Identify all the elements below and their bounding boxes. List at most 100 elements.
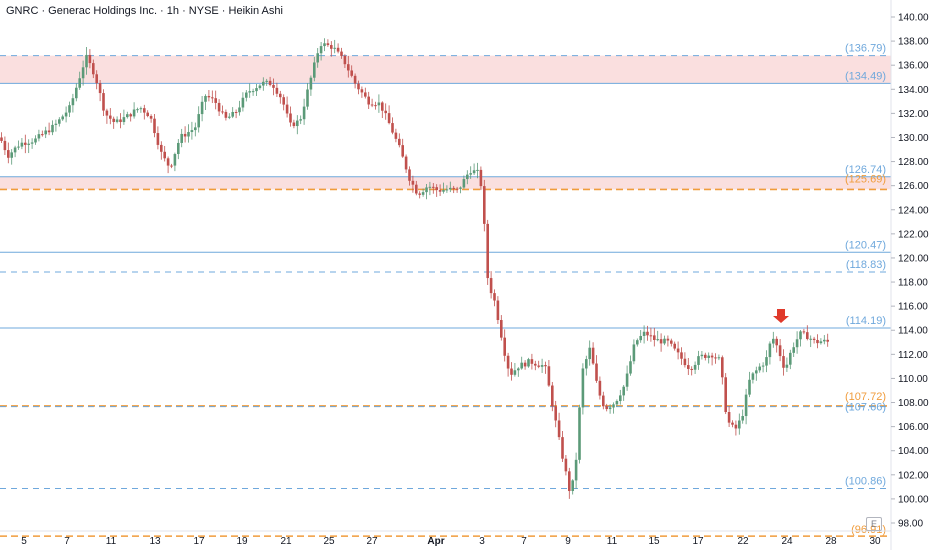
candle-body-155 — [527, 359, 530, 367]
candle-body-163 — [554, 406, 557, 421]
candle-body-204 — [693, 364, 697, 370]
candle-body-84 — [285, 104, 289, 114]
candle-body-239 — [812, 338, 816, 340]
candle-body-12 — [41, 134, 44, 136]
candle-body-226 — [768, 343, 772, 358]
candle-body-10 — [34, 138, 37, 143]
y-tick-label-2: 102.00 — [898, 470, 929, 481]
y-tick-label-0: 98.00 — [898, 519, 923, 530]
candle-body-191 — [649, 335, 653, 337]
x-tick-label-2: 11 — [106, 536, 117, 547]
candle-body-134 — [455, 188, 459, 190]
candle-body-55 — [187, 132, 190, 137]
candle-body-3 — [10, 152, 13, 158]
annotation-layer — [773, 309, 789, 324]
candle-body-11 — [37, 134, 41, 139]
x-tick-label-9: Apr — [427, 536, 444, 547]
candle-body-90 — [306, 89, 309, 107]
candle-body-34 — [115, 119, 119, 122]
candle-body-168 — [571, 480, 574, 492]
candle-body-42 — [143, 108, 146, 113]
candle-body-87 — [296, 120, 299, 127]
candle-body-1 — [3, 140, 7, 151]
candle-body-186 — [632, 344, 636, 362]
y-tick-label-11: 120.00 — [898, 253, 929, 264]
candle-body-195 — [663, 338, 666, 344]
candle-body-106 — [360, 89, 364, 93]
candle-body-207 — [704, 354, 707, 358]
candle-body-43 — [146, 112, 149, 117]
candle-body-0 — [0, 137, 3, 141]
level-label-2: (126.74) — [845, 164, 886, 176]
candle-body-136 — [462, 179, 466, 188]
candle-body-201 — [683, 358, 687, 366]
candle-body-31 — [105, 110, 109, 116]
candle-body-231 — [785, 364, 789, 368]
x-tick-label-4: 17 — [193, 536, 205, 547]
x-tick-label-7: 25 — [323, 536, 335, 547]
candle-body-13 — [44, 130, 47, 135]
candle-body-135 — [459, 187, 462, 189]
candle-body-234 — [795, 339, 799, 348]
candle-body-161 — [547, 366, 551, 386]
candle-body-58 — [197, 114, 200, 128]
candle-body-241 — [819, 341, 823, 344]
candle-body-197 — [670, 340, 673, 344]
candle-body-19 — [64, 112, 68, 117]
candle-body-5 — [17, 146, 20, 148]
candle-body-165 — [561, 437, 564, 459]
candle-body-114 — [387, 113, 391, 124]
candle-body-24 — [81, 67, 85, 79]
candle-body-49 — [166, 158, 170, 166]
candle-body-198 — [673, 343, 676, 349]
candle-body-233 — [792, 347, 795, 353]
x-tick-label-1: 7 — [64, 536, 70, 547]
candle-body-65 — [221, 111, 224, 113]
candle-body-159 — [540, 365, 544, 367]
candle-body-21 — [71, 98, 75, 106]
candle-body-29 — [98, 83, 102, 94]
candle-body-232 — [789, 352, 792, 365]
candle-body-162 — [551, 385, 554, 407]
candle-body-121 — [411, 180, 415, 185]
candle-body-18 — [61, 116, 64, 120]
candle-body-236 — [802, 331, 806, 333]
candle-body-143 — [486, 223, 489, 279]
candle-body-72 — [245, 92, 248, 98]
candle-body-71 — [241, 97, 245, 108]
candle-body-33 — [112, 118, 115, 122]
candle-body-170 — [578, 407, 581, 460]
candle-body-208 — [707, 355, 710, 358]
candle-body-190 — [646, 331, 649, 336]
candle-body-116 — [394, 132, 398, 139]
candle-body-17 — [58, 119, 61, 124]
candle-body-96 — [326, 43, 330, 46]
candle-body-144 — [489, 278, 493, 294]
candle-body-110 — [374, 105, 377, 107]
candle-body-48 — [163, 151, 166, 159]
candle-body-83 — [282, 97, 285, 105]
time-axis[interactable]: 5 7 11 13 17 19 21 25 27 Apr 3 7 9 11 15 17 22 24 28 30 — [21, 536, 881, 547]
price-axis[interactable]: 98.00 100.00 102.00 104.00 106.00 108.00 110.0… — [891, 13, 929, 530]
candle-body-95 — [323, 43, 326, 47]
candle-body-40 — [136, 109, 139, 111]
earnings-badge[interactable]: E — [866, 517, 882, 531]
candle-body-180 — [612, 404, 615, 408]
level-label-4: (120.47) — [845, 239, 886, 251]
level-label-8: (107.66) — [845, 402, 886, 414]
candle-body-66 — [224, 111, 228, 118]
candle-body-52 — [177, 142, 180, 155]
zones-layer — [0, 55, 891, 190]
candle-body-100 — [340, 51, 343, 56]
candle-body-86 — [292, 122, 296, 127]
candle-body-60 — [204, 95, 207, 102]
candle-body-54 — [183, 133, 187, 137]
candle-body-63 — [214, 98, 217, 103]
candle-body-235 — [799, 331, 802, 340]
candle-body-44 — [149, 116, 153, 119]
candle-body-238 — [809, 338, 812, 340]
candle-body-217 — [738, 420, 741, 429]
candle-body-176 — [598, 380, 602, 396]
candle-body-179 — [608, 407, 612, 410]
